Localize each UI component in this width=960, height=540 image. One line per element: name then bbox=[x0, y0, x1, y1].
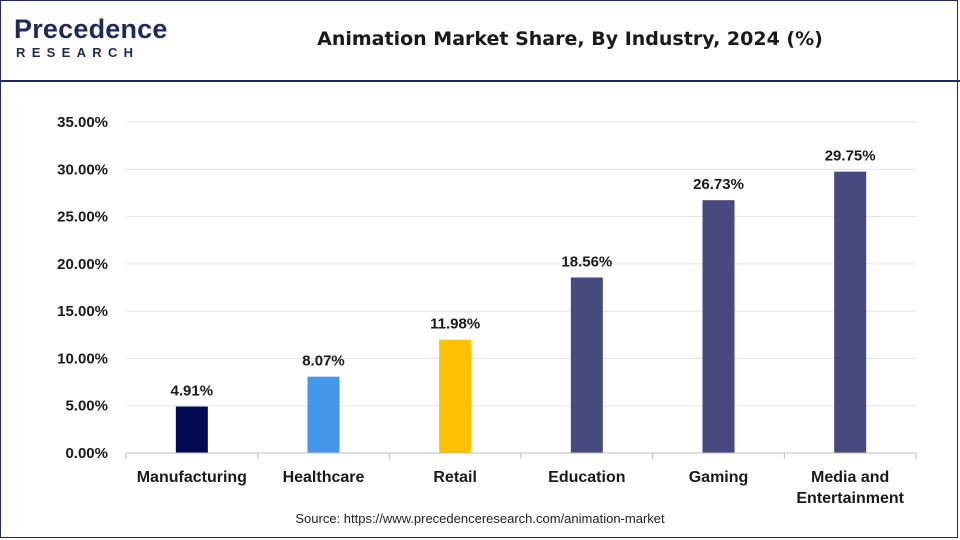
bar bbox=[439, 339, 472, 453]
logo-subtitle: RESEARCH bbox=[16, 45, 140, 60]
data-label: 29.75% bbox=[825, 148, 876, 165]
bar-chart: 0.00% 5.00% 10.00% 15.00% 20.00% 25.00% 30.00%… bbox=[57, 114, 917, 507]
y-tick-label: 25.00% bbox=[57, 209, 108, 226]
x-tick-label: Manufacturing bbox=[137, 469, 247, 486]
bar bbox=[175, 406, 208, 453]
data-label: 8.07% bbox=[302, 353, 345, 370]
bar bbox=[570, 277, 603, 453]
y-tick-label: 0.00% bbox=[65, 445, 108, 462]
x-tick-label: Gaming bbox=[689, 469, 749, 486]
x-tick-label: Education bbox=[548, 469, 625, 486]
y-tick-label: 20.00% bbox=[57, 256, 108, 273]
bar bbox=[307, 376, 340, 453]
x-tick-label: Healthcare bbox=[283, 469, 365, 486]
bar bbox=[834, 171, 867, 453]
data-label: 18.56% bbox=[561, 253, 612, 270]
y-tick-label: 35.00% bbox=[57, 114, 108, 131]
brand-logo: Precedence RESEARCH bbox=[14, 14, 174, 66]
header: Precedence RESEARCH Animation Market Sha… bbox=[0, 0, 960, 82]
source-note: Source: https://www.precedenceresearch.c… bbox=[295, 511, 665, 526]
logo-wordmark: Precedence bbox=[14, 14, 168, 44]
data-label: 11.98% bbox=[430, 316, 480, 333]
x-tick-label: Media and Entertainment bbox=[796, 469, 904, 507]
y-tick-label: 15.00% bbox=[57, 303, 108, 320]
y-tick-label: 5.00% bbox=[65, 398, 108, 415]
data-label: 4.91% bbox=[171, 383, 214, 400]
y-tick-label: 30.00% bbox=[57, 161, 108, 178]
data-label: 26.73% bbox=[693, 176, 744, 193]
x-tick-label: Retail bbox=[433, 469, 477, 486]
y-tick-label: 10.00% bbox=[57, 350, 108, 367]
bar bbox=[702, 200, 735, 453]
chart-title: Animation Market Share, By Industry, 202… bbox=[317, 28, 823, 50]
